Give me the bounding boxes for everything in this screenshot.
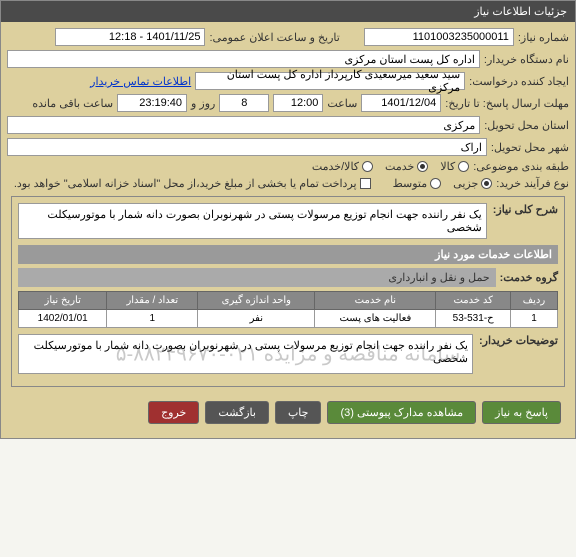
buy-type-label: نوع فرآیند خرید: [496,177,569,190]
desc-value: یک نفر راننده جهت انجام توزیع مرسولات پس… [18,203,487,239]
days-label: روز و [191,97,215,110]
row-subject-type: طبقه بندی موضوعی: کالا خدمت کالا/خدمت [7,160,569,173]
radio-motavaset-label: متوسط [393,177,428,190]
radio-jozei[interactable] [481,178,492,189]
services-table: ردیف کد خدمت نام خدمت واحد اندازه گیری ت… [18,291,558,328]
city-field: اراک [7,138,487,156]
row-buy-type: نوع فرآیند خرید: جزیی متوسط پرداخت تمام … [7,177,569,190]
radio-motavaset-wrap[interactable]: متوسط [393,177,442,190]
radio-kala-khedmat-wrap[interactable]: کالا/خدمت [312,160,373,173]
radio-motavaset[interactable] [430,178,441,189]
deadline-date: 1401/12/04 [361,94,441,112]
radio-kala-khedmat-label: کالا/خدمت [312,160,359,173]
announce-label: تاریخ و ساعت اعلان عمومی: [209,31,339,44]
td-name: فعالیت های پست [315,310,436,328]
td-code: ح-531-53 [436,310,511,328]
remain-label: ساعت باقی مانده [32,97,113,110]
form-area: شماره نیاز: 1101003235000011 تاریخ و ساع… [1,22,575,438]
button-bar: پاسخ به نیاز مشاهده مدارک پیوستی (3) چاپ… [7,393,569,432]
deadline-time: 12:00 [273,94,323,112]
radio-kala-wrap[interactable]: کالا [440,160,469,173]
row-city: شهر محل تحویل: اراک [7,138,569,156]
th-unit: واحد اندازه گیری [198,292,315,310]
remain-time: 23:19:40 [117,94,187,112]
subject-type-label: طبقه بندی موضوعی: [473,160,569,173]
title-text: جزئیات اطلاعات نیاز [474,6,567,18]
radio-kala-khedmat[interactable] [362,161,373,172]
radio-kala-label: کالا [440,160,455,173]
announce-field: 1401/11/25 - 12:18 [55,28,205,46]
row-buyer: نام دستگاه خریدار: اداره کل پست استان مر… [7,50,569,68]
deadline-label: مهلت ارسال پاسخ: تا تاریخ: [445,97,569,110]
row-deadline: مهلت ارسال پاسخ: تا تاریخ: 1401/12/04 سا… [7,94,569,112]
th-name: نام خدمت [315,292,436,310]
table-wrap: ردیف کد خدمت نام خدمت واحد اندازه گیری ت… [18,291,558,328]
print-button[interactable]: چاپ [275,401,322,424]
radio-khedmat[interactable] [417,161,428,172]
radio-khedmat-wrap[interactable]: خدمت [385,160,428,173]
td-date: 1402/01/01 [19,310,107,328]
buyer-label: نام دستگاه خریدار: [484,53,569,66]
exit-button[interactable]: خروج [148,401,199,424]
buyer-notes-row: توضیحات خریدار: یک نفر راننده جهت انجام … [18,334,558,374]
row-province: استان محل تحویل: مرکزی [7,116,569,134]
section-header: اطلاعات خدمات مورد نیاز [18,245,558,264]
city-label: شهر محل تحویل: [491,141,569,154]
table-header-row: ردیف کد خدمت نام خدمت واحد اندازه گیری ت… [19,292,558,310]
th-date: تاریخ نیاز [19,292,107,310]
radio-jozei-label: جزیی [453,177,478,190]
buy-note: پرداخت تمام یا بخشی از مبلغ خرید،از محل … [14,177,357,190]
th-code: کد خدمت [436,292,511,310]
buyer-notes-value: یک نفر راننده جهت انجام توزیع مرسولات پس… [18,334,473,374]
table-row: 1 ح-531-53 فعالیت های پست نفر 1 1402/01/… [19,310,558,328]
desc-label: شرح کلی نیاز: [493,203,558,216]
back-button[interactable]: بازگشت [205,401,269,424]
desc-row: شرح کلی نیاز: یک نفر راننده جهت انجام تو… [18,203,558,239]
buyer-field: اداره کل پست استان مرکزی [7,50,480,68]
province-label: استان محل تحویل: [484,119,569,132]
row-group: گروه خدمت: حمل و نقل و انبارداری [18,268,558,287]
th-qty: تعداد / مقدار [107,292,198,310]
request-no-label: شماره نیاز: [518,31,569,44]
radio-khedmat-label: خدمت [385,160,414,173]
main-window: جزئیات اطلاعات نیاز شماره نیاز: 11010032… [0,0,576,439]
td-unit: نفر [198,310,315,328]
titlebar: جزئیات اطلاعات نیاز [1,1,575,22]
buyer-notes-label: توضیحات خریدار: [479,334,558,347]
radio-kala[interactable] [458,161,469,172]
desc-box: شرح کلی نیاز: یک نفر راننده جهت انجام تو… [11,196,565,387]
creator-label: ایجاد کننده درخواست: [469,75,569,88]
buy-note-wrap: پرداخت تمام یا بخشی از مبلغ خرید،از محل … [14,177,371,190]
row-creator: ایجاد کننده درخواست: سید سعید میرسعیدی ک… [7,72,569,90]
group-label: گروه خدمت: [500,271,558,284]
attachments-button[interactable]: مشاهده مدارک پیوستی (3) [327,401,476,424]
request-no-field: 1101003235000011 [364,28,514,46]
th-row: ردیف [511,292,558,310]
checkbox-note[interactable] [360,178,371,189]
contact-link[interactable]: اطلاعات تماس خریدار [90,75,191,88]
time-label: ساعت [327,97,357,110]
group-value: حمل و نقل و انبارداری [18,268,496,287]
radio-jozei-wrap[interactable]: جزیی [453,177,492,190]
td-qty: 1 [107,310,198,328]
respond-button[interactable]: پاسخ به نیاز [482,401,561,424]
creator-field: سید سعید میرسعیدی کارپرداز اداره کل پست … [195,72,465,90]
days-field: 8 [219,94,269,112]
province-field: مرکزی [7,116,480,134]
td-idx: 1 [511,310,558,328]
row-request-no: شماره نیاز: 1101003235000011 تاریخ و ساع… [7,28,569,46]
